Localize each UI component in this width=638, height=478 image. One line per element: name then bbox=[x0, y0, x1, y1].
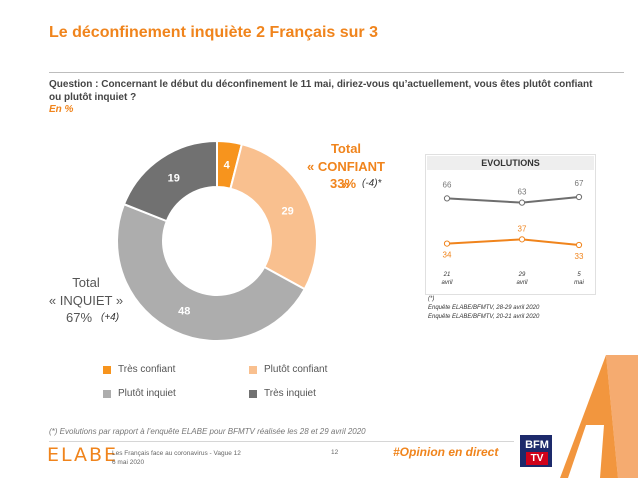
total-inquiet-label-line: Total bbox=[72, 275, 100, 290]
legend-swatch bbox=[103, 389, 111, 398]
footnote: (*) Evolutions par rapport à l’enquête E… bbox=[49, 427, 366, 436]
x-tick-label: avril bbox=[441, 280, 453, 286]
footer-survey-info: Les Français face au coronavirus - Vague… bbox=[112, 449, 241, 467]
series-point-label-0: 63 bbox=[518, 188, 527, 197]
donut-slice-label-3: 19 bbox=[168, 172, 180, 184]
elabe-logo: ELABE bbox=[47, 444, 119, 466]
evolutions-note-2: Enquête ELABE/BFMTV, 20-21 avril 2020 bbox=[428, 314, 540, 320]
donut-slice-label-0: 4 bbox=[224, 160, 231, 172]
evolutions-panel bbox=[425, 154, 596, 295]
total-inquiet-evolution: (+4) bbox=[101, 312, 120, 323]
legend-swatch bbox=[103, 365, 111, 374]
hashtag: #Opinion en direct bbox=[393, 445, 499, 459]
series-point-1 bbox=[443, 240, 451, 247]
total-confiant-pct: 33% bbox=[330, 176, 357, 191]
total-inquiet-pct: 67% bbox=[66, 310, 93, 325]
bfmtv-logo-tv: TV bbox=[526, 452, 548, 465]
elabe-brand-mark bbox=[560, 355, 638, 478]
evolutions-line-chart: 66 63 67 34 37 33 21 avril 29 avril 5 mai bbox=[441, 179, 584, 286]
series-line-1 bbox=[446, 238, 580, 246]
total-confiant-label-line: « CONFIANT » bbox=[307, 159, 385, 192]
series-point-label-1: 33 bbox=[575, 252, 584, 261]
footer-divider bbox=[49, 441, 514, 442]
legend-swatch bbox=[249, 389, 257, 398]
evolutions-note-1: Enquête ELABE/BFMTV, 28-29 avril 2020 bbox=[428, 305, 540, 311]
unit-note: En % bbox=[49, 104, 74, 115]
total-inquiet-label-line: « INQUIET » bbox=[48, 293, 124, 308]
x-tick-label: 29 bbox=[518, 272, 526, 278]
bfmtv-logo-top: BFM bbox=[525, 439, 549, 451]
evolutions-note-marker: (*) bbox=[428, 296, 435, 302]
series-point-0 bbox=[443, 195, 451, 202]
total-inquiet-label: Total « INQUIET » bbox=[44, 274, 128, 310]
legend-label: Très confiant bbox=[118, 364, 176, 375]
series-line-0 bbox=[446, 196, 580, 204]
x-tick-label: 21 bbox=[443, 272, 451, 278]
survey-question: Question : Concernant le début du déconf… bbox=[49, 79, 593, 103]
series-point-1 bbox=[575, 241, 583, 249]
legend-label: Plutôt confiant bbox=[264, 364, 328, 375]
series-point-label-0: 66 bbox=[443, 180, 452, 189]
total-confiant-label: Total « CONFIANT » bbox=[306, 140, 386, 194]
legend-item: Très confiant bbox=[103, 364, 175, 375]
legend-label: Plutôt inquiet bbox=[118, 388, 176, 399]
x-tick-label: 5 bbox=[577, 272, 581, 278]
legend-swatch bbox=[249, 365, 257, 374]
legend-item: Très inquiet bbox=[249, 388, 316, 399]
total-confiant-label-line: Total bbox=[330, 141, 362, 156]
x-tick-label: avril bbox=[516, 280, 528, 286]
legend-item: Plutôt inquiet bbox=[103, 388, 176, 399]
page-title: Le déconfinement inquiète 2 Français sur… bbox=[49, 24, 378, 41]
footer-survey-name: Les Français face au coronavirus - Vague… bbox=[112, 450, 241, 457]
series-point-0 bbox=[575, 193, 583, 201]
series-point-label-1: 34 bbox=[443, 251, 452, 260]
donut-slice-label-1: 29 bbox=[282, 205, 294, 217]
footer-date: 6 mai 2020 bbox=[112, 459, 145, 466]
title-divider bbox=[49, 72, 624, 73]
x-tick-label: mai bbox=[574, 280, 584, 286]
evolutions-title: EVOLUTIONS bbox=[427, 156, 594, 170]
bfmtv-logo: BFM TV bbox=[519, 434, 553, 468]
page-number: 12 bbox=[331, 449, 339, 456]
total-confiant-evolution: (-4)* bbox=[362, 178, 382, 189]
legend-item: Plutôt confiant bbox=[249, 364, 327, 375]
donut-slice-label-2: 48 bbox=[178, 306, 190, 318]
donut-slice-2 bbox=[116, 202, 306, 342]
series-point-1 bbox=[518, 236, 526, 243]
series-point-0 bbox=[518, 199, 526, 206]
series-point-label-0: 67 bbox=[575, 179, 584, 188]
legend-label: Très inquiet bbox=[264, 388, 316, 399]
evolutions-notes: (*) Enquête ELABE/BFMTV, 28-29 avril 202… bbox=[428, 295, 539, 322]
donut-slice-1 bbox=[229, 142, 318, 291]
donut-slice-3 bbox=[122, 139, 218, 223]
series-point-label-1: 37 bbox=[518, 224, 527, 233]
